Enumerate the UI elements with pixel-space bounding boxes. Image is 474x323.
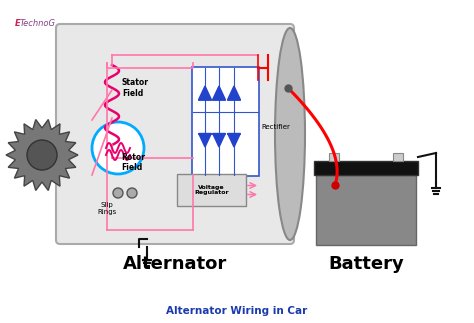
Text: TechnoG: TechnoG (20, 19, 56, 28)
Text: Battery: Battery (328, 255, 404, 273)
Bar (316, 175, 416, 245)
Circle shape (113, 188, 123, 198)
Text: Rectifier: Rectifier (261, 124, 290, 130)
Text: Alternator Wiring in Car: Alternator Wiring in Car (166, 306, 308, 316)
Polygon shape (199, 133, 211, 147)
FancyBboxPatch shape (192, 67, 259, 176)
FancyBboxPatch shape (56, 24, 294, 244)
Bar (329, 153, 339, 161)
Text: Stator
Field: Stator Field (122, 78, 149, 98)
Text: Voltage
Regulator: Voltage Regulator (194, 185, 229, 195)
Polygon shape (6, 120, 78, 191)
Bar (314, 161, 418, 175)
Ellipse shape (275, 28, 305, 240)
Circle shape (27, 140, 57, 170)
Text: Rotor
Field: Rotor Field (121, 153, 145, 172)
Polygon shape (228, 133, 240, 147)
Polygon shape (228, 86, 240, 99)
Polygon shape (199, 86, 211, 99)
Text: Slip
Rings: Slip Rings (97, 202, 117, 215)
Circle shape (92, 122, 144, 174)
Polygon shape (213, 133, 225, 147)
Text: E: E (15, 19, 21, 28)
Polygon shape (213, 86, 225, 99)
Circle shape (127, 188, 137, 198)
Bar (393, 153, 403, 161)
FancyBboxPatch shape (177, 174, 246, 206)
Text: Alternator: Alternator (123, 255, 227, 273)
